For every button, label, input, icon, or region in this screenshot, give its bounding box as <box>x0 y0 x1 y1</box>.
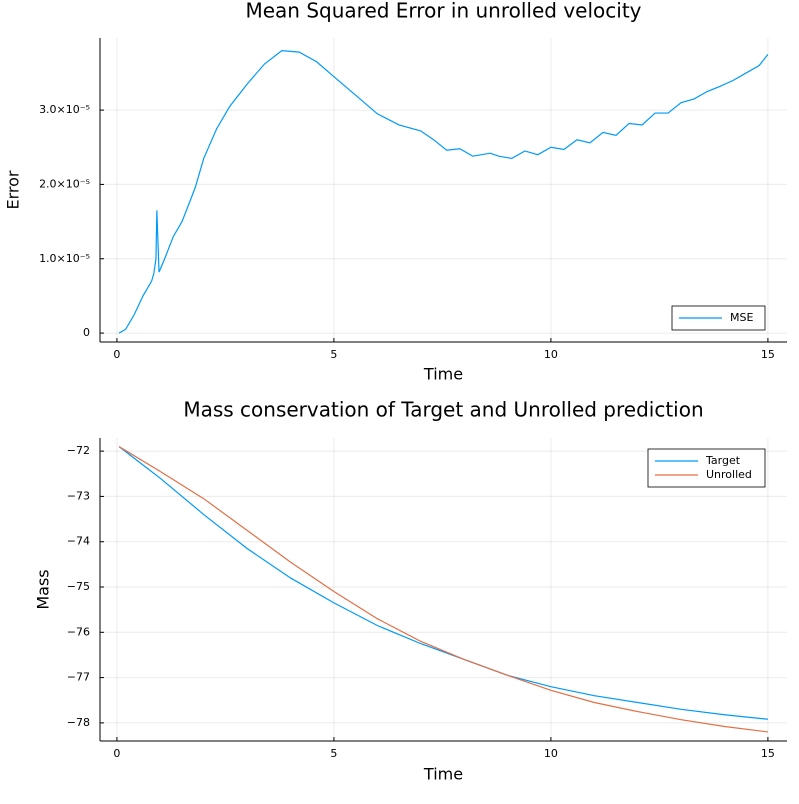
x-axis-label: Time <box>423 765 463 784</box>
chart-title: Mean Squared Error in unrolled velocity <box>245 0 641 23</box>
y-axis-label: Error <box>4 170 23 209</box>
y-tick-label: 1.0×10⁻⁵ <box>39 252 90 265</box>
legend-box <box>647 448 766 488</box>
y-tick-label: −77 <box>67 671 90 684</box>
y-tick-label: 3.0×10⁻⁵ <box>39 103 90 116</box>
x-tick-label: 0 <box>113 348 120 361</box>
x-tick-label: 5 <box>330 747 337 760</box>
y-tick-label: 0 <box>83 326 90 339</box>
y-tick-label: −76 <box>67 625 90 638</box>
x-tick-label: 15 <box>761 747 775 760</box>
y-tick-label: −73 <box>67 489 90 502</box>
y-tick-label: 2.0×10⁻⁵ <box>39 177 90 190</box>
y-tick-label: −74 <box>67 535 90 548</box>
x-tick-label: 0 <box>113 747 120 760</box>
legend-label: Unrolled <box>706 468 752 481</box>
series-line <box>118 446 768 720</box>
legend-label: MSE <box>730 311 753 324</box>
x-tick-label: 10 <box>544 747 558 760</box>
y-tick-label: −75 <box>67 580 90 593</box>
legend: MSE <box>671 305 766 331</box>
y-axis-label: Mass <box>34 569 53 609</box>
legend-label: Target <box>705 454 741 467</box>
chart-title: Mass conservation of Target and Unrolled… <box>183 398 703 422</box>
x-tick-label: 15 <box>761 348 775 361</box>
x-tick-label: 10 <box>544 348 558 361</box>
y-tick-label: −72 <box>67 444 90 457</box>
series-line <box>118 446 768 733</box>
series-line <box>118 50 769 334</box>
x-tick-label: 5 <box>330 348 337 361</box>
x-axis-label: Time <box>423 365 463 384</box>
y-tick-label: −78 <box>67 716 90 729</box>
